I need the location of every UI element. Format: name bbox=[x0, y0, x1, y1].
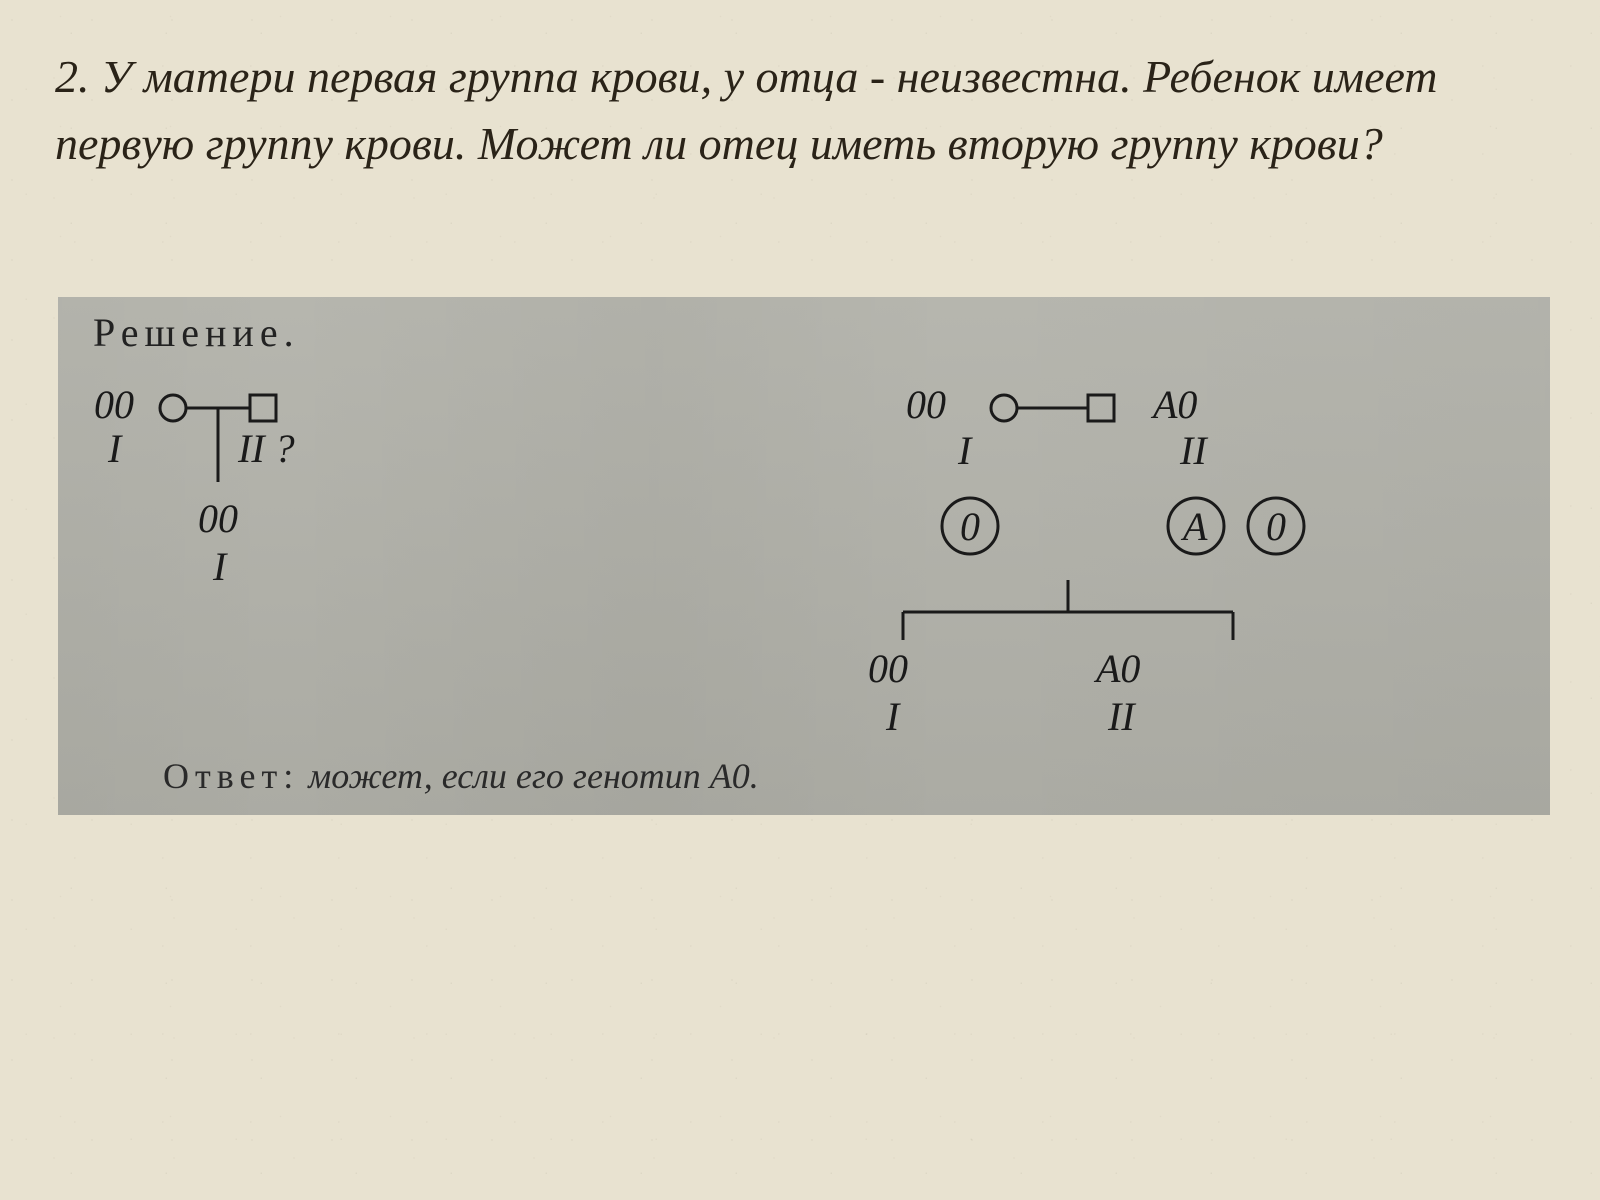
answer-line: Ответ: может, если его генотип А0. bbox=[163, 755, 759, 797]
pedigree-left: 00 I II ? 00 I bbox=[58, 362, 418, 662]
offspring-2-genotype: A0 bbox=[1093, 646, 1140, 691]
offspring-1-genotype: 00 bbox=[868, 646, 908, 691]
father-symbol bbox=[250, 395, 276, 421]
mother-symbol bbox=[991, 395, 1017, 421]
solution-title: Решение. bbox=[93, 309, 300, 356]
answer-label: Ответ: bbox=[163, 756, 299, 796]
mother-symbol bbox=[160, 395, 186, 421]
solution-panel: Решение. 00 I II ? 00 I 00 I A0 II 0 A 0 bbox=[58, 297, 1550, 815]
father-symbol bbox=[1088, 395, 1114, 421]
pedigree-right: 00 I A0 II 0 A 0 00 I A0 II bbox=[798, 362, 1538, 782]
gamete-father-a-label: A bbox=[1180, 504, 1208, 549]
mother-phenotype: I bbox=[107, 426, 123, 471]
offspring-2-phenotype: II bbox=[1107, 694, 1136, 739]
mother-phenotype: I bbox=[957, 428, 973, 473]
father-genotype: A0 bbox=[1150, 382, 1197, 427]
mother-genotype: 00 bbox=[94, 382, 134, 427]
question-text: 2. У матери первая группа крови, у отца … bbox=[55, 44, 1545, 177]
gamete-father-0-label: 0 bbox=[1266, 504, 1286, 549]
gamete-mother-label: 0 bbox=[960, 504, 980, 549]
father-phenotype: II bbox=[1179, 428, 1208, 473]
child-genotype: 00 bbox=[198, 496, 238, 541]
offspring-1-phenotype: I bbox=[885, 694, 901, 739]
answer-text: может, если его генотип А0. bbox=[308, 756, 759, 796]
child-phenotype: I bbox=[212, 544, 228, 589]
father-phenotype: II ? bbox=[237, 426, 295, 471]
mother-genotype: 00 bbox=[906, 382, 946, 427]
